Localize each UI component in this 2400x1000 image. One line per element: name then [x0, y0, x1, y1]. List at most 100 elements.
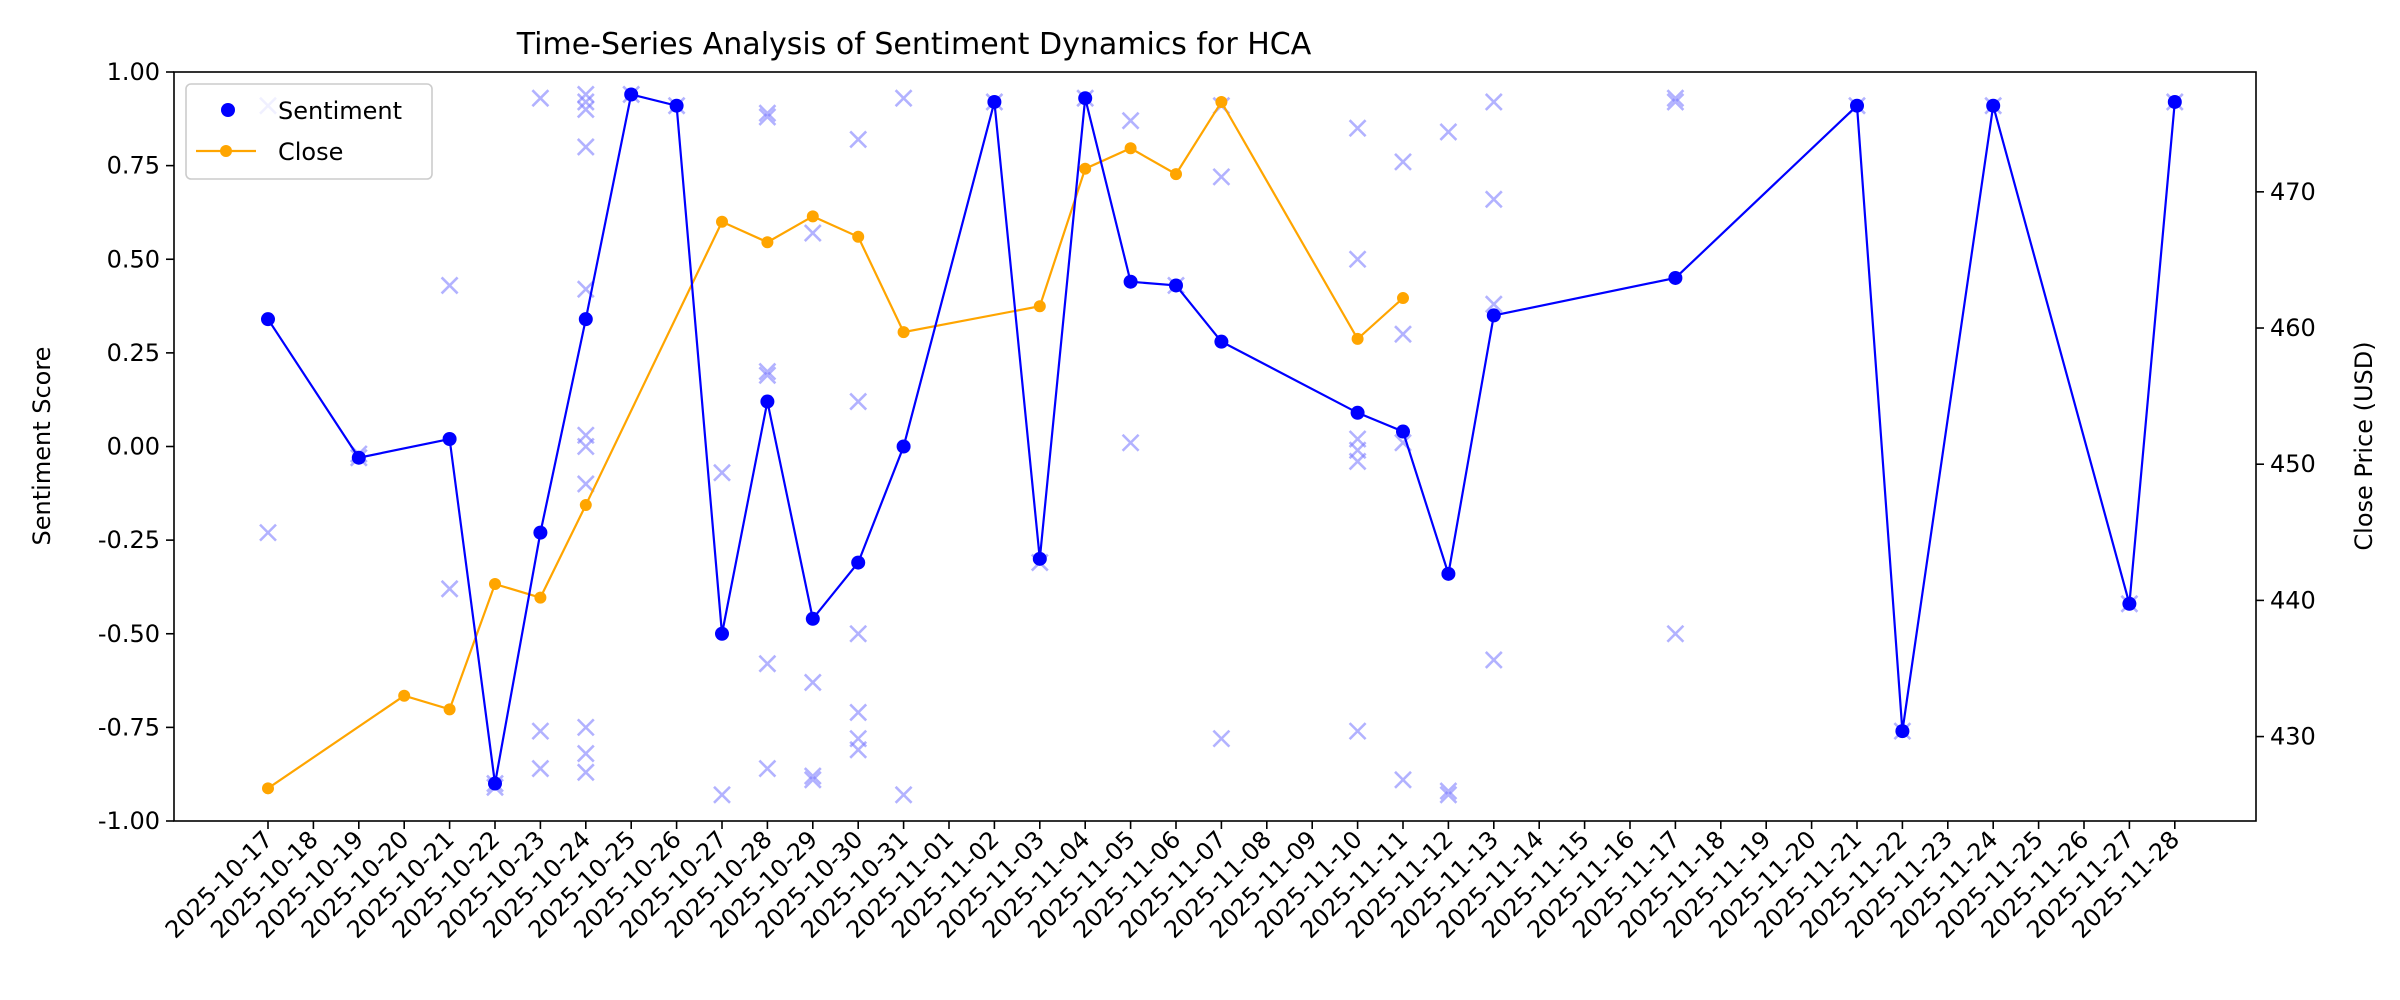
article-sentiment-marker — [1348, 722, 1367, 741]
article-sentiment-marker — [849, 130, 868, 149]
y-tick-label: -0.50 — [98, 620, 160, 648]
close-point — [1397, 292, 1409, 305]
article-sentiment-marker — [1439, 785, 1458, 804]
article-sentiment-marker — [1666, 93, 1685, 111]
article-sentiment-marker — [849, 392, 868, 411]
close-series-layer — [262, 95, 1409, 795]
sentiment-point — [1486, 308, 1501, 323]
y2-tick-label: 430 — [2270, 723, 2316, 751]
article-sentiment-marker — [576, 93, 595, 111]
y2-tick-label: 440 — [2270, 586, 2316, 614]
legend-close-label: Close — [278, 138, 343, 166]
article-sentiment-marker — [1348, 250, 1367, 269]
article-sentiment-marker — [440, 579, 459, 598]
y2-tick-label: 450 — [2270, 450, 2316, 478]
article-sentiment-marker — [758, 759, 777, 778]
article-sentiment-marker — [1394, 325, 1412, 344]
sentiment-point — [2122, 596, 2137, 611]
close-point — [761, 236, 774, 249]
article-sentiment-marker — [1394, 152, 1412, 171]
legend-sentiment-marker — [221, 103, 235, 117]
sentiment-point — [488, 776, 502, 791]
sentiment-point — [896, 439, 911, 454]
sentiment-series-layer — [261, 87, 2182, 791]
x-axis: 2025-10-172025-10-182025-10-192025-10-20… — [160, 821, 2185, 944]
article-sentiment-marker — [758, 654, 777, 673]
sentiment-point — [760, 394, 775, 409]
article-sentiment-marker — [531, 759, 550, 778]
article-sentiment-marker — [1212, 729, 1231, 748]
sentiment-point — [1895, 724, 1910, 739]
y-tick-label: 0.50 — [107, 245, 160, 273]
article-sentiment-layer — [259, 85, 2184, 804]
article-sentiment-marker — [758, 104, 777, 123]
article-sentiment-marker — [440, 276, 459, 295]
sentiment-point — [533, 525, 548, 540]
article-sentiment-marker — [1348, 452, 1367, 471]
chart-title: Time-Series Analysis of Sentiment Dynami… — [516, 27, 1312, 62]
article-sentiment-marker — [803, 767, 822, 785]
close-point — [806, 210, 819, 223]
article-sentiment-marker — [576, 437, 595, 456]
legend-sentiment-label: Sentiment — [278, 97, 402, 125]
article-sentiment-marker — [849, 703, 868, 722]
sentiment-point — [578, 312, 593, 327]
y-tick-label: -1.00 — [98, 807, 160, 835]
y-axis-title: Sentiment Score — [28, 347, 56, 546]
article-sentiment-marker — [803, 224, 822, 242]
sentiment-point — [442, 432, 457, 447]
sentiment-point — [715, 626, 729, 641]
article-sentiment-marker — [803, 673, 822, 692]
article-sentiment-marker — [576, 100, 595, 119]
legend-close-marker — [220, 145, 232, 157]
article-sentiment-marker — [894, 89, 913, 108]
article-sentiment-marker — [849, 740, 868, 759]
sentiment-point — [805, 611, 820, 626]
close-point — [1124, 142, 1137, 155]
y-tick-label: 0.75 — [107, 152, 160, 180]
article-sentiment-marker — [1484, 190, 1503, 209]
close-point — [852, 230, 865, 243]
legend-frame — [185, 83, 433, 180]
article-sentiment-marker — [894, 785, 913, 804]
y-tick-label: 0.00 — [107, 433, 160, 461]
y2-axis-title: Close Price (USD) — [2350, 341, 2378, 550]
article-sentiment-marker — [849, 624, 868, 643]
article-sentiment-marker — [531, 89, 550, 108]
sentiment-point — [1396, 424, 1410, 439]
sentiment-point — [1169, 278, 1183, 293]
article-sentiment-marker — [576, 475, 595, 493]
article-sentiment-marker — [1212, 167, 1231, 186]
close-point — [443, 703, 456, 716]
article-sentiment-marker — [1484, 295, 1503, 314]
article-sentiment-marker — [713, 463, 731, 482]
y-tick-label: 0.25 — [107, 339, 160, 367]
close-point — [897, 326, 910, 339]
article-sentiment-marker — [259, 523, 277, 542]
close-point — [534, 591, 547, 604]
close-point — [579, 499, 592, 512]
article-sentiment-marker — [1484, 651, 1503, 669]
article-sentiment-marker — [1394, 770, 1412, 789]
sentiment-point — [669, 98, 684, 113]
right-axis: 430 440 450 460 470 — [2256, 178, 2316, 751]
sentiment-point — [1123, 274, 1138, 289]
sentiment-point — [351, 450, 366, 465]
sentiment-point — [1441, 566, 1456, 581]
sentiment-point — [1350, 405, 1365, 420]
y2-tick-label: 460 — [2270, 314, 2316, 342]
article-sentiment-marker — [758, 108, 777, 126]
article-sentiment-marker — [1348, 119, 1367, 138]
sentiment-point — [2167, 94, 2182, 109]
article-sentiment-marker — [713, 785, 731, 804]
article-sentiment-marker — [576, 137, 595, 156]
article-sentiment-marker — [1666, 89, 1685, 108]
article-sentiment-marker — [1666, 624, 1685, 643]
article-sentiment-marker — [531, 722, 550, 741]
legend: Sentiment Close — [185, 83, 433, 180]
sentiment-point — [1668, 270, 1683, 285]
article-sentiment-marker — [758, 366, 777, 385]
close-point — [489, 578, 501, 591]
article-sentiment-marker — [1439, 123, 1458, 141]
